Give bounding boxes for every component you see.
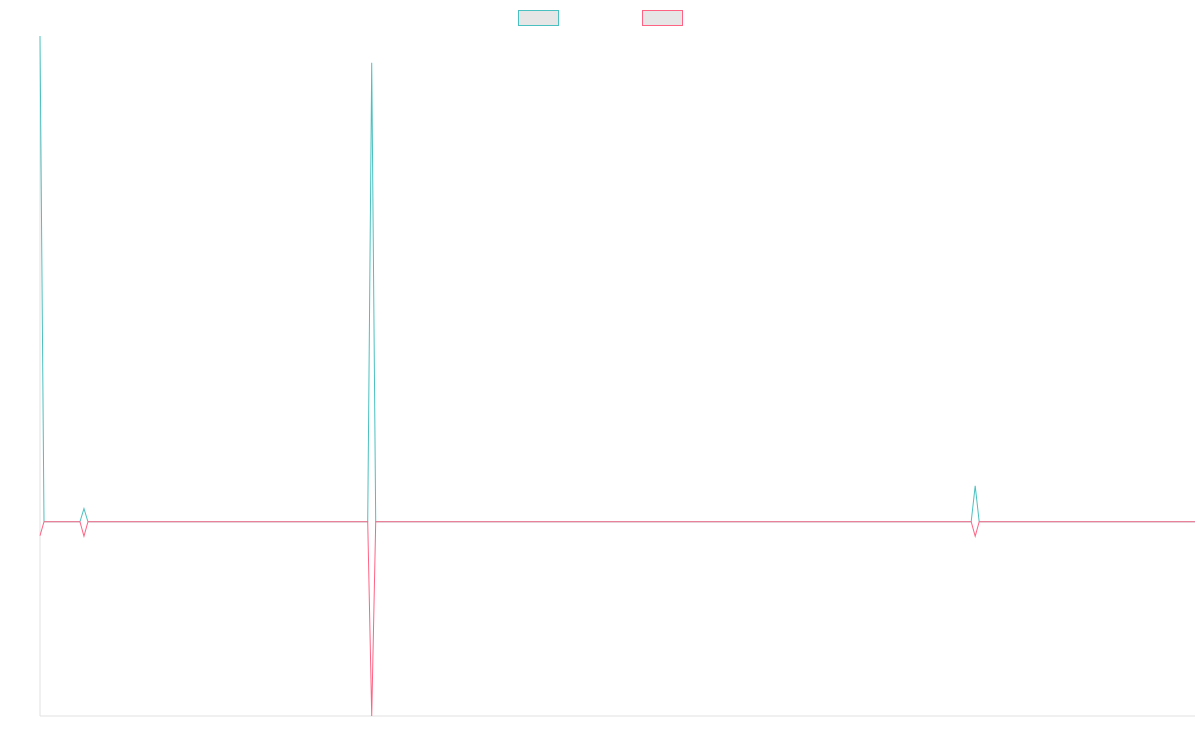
legend-swatch — [518, 10, 559, 26]
data-line — [39, 521, 1195, 717]
legend-swatch — [642, 10, 683, 26]
data-line — [39, 35, 1195, 523]
